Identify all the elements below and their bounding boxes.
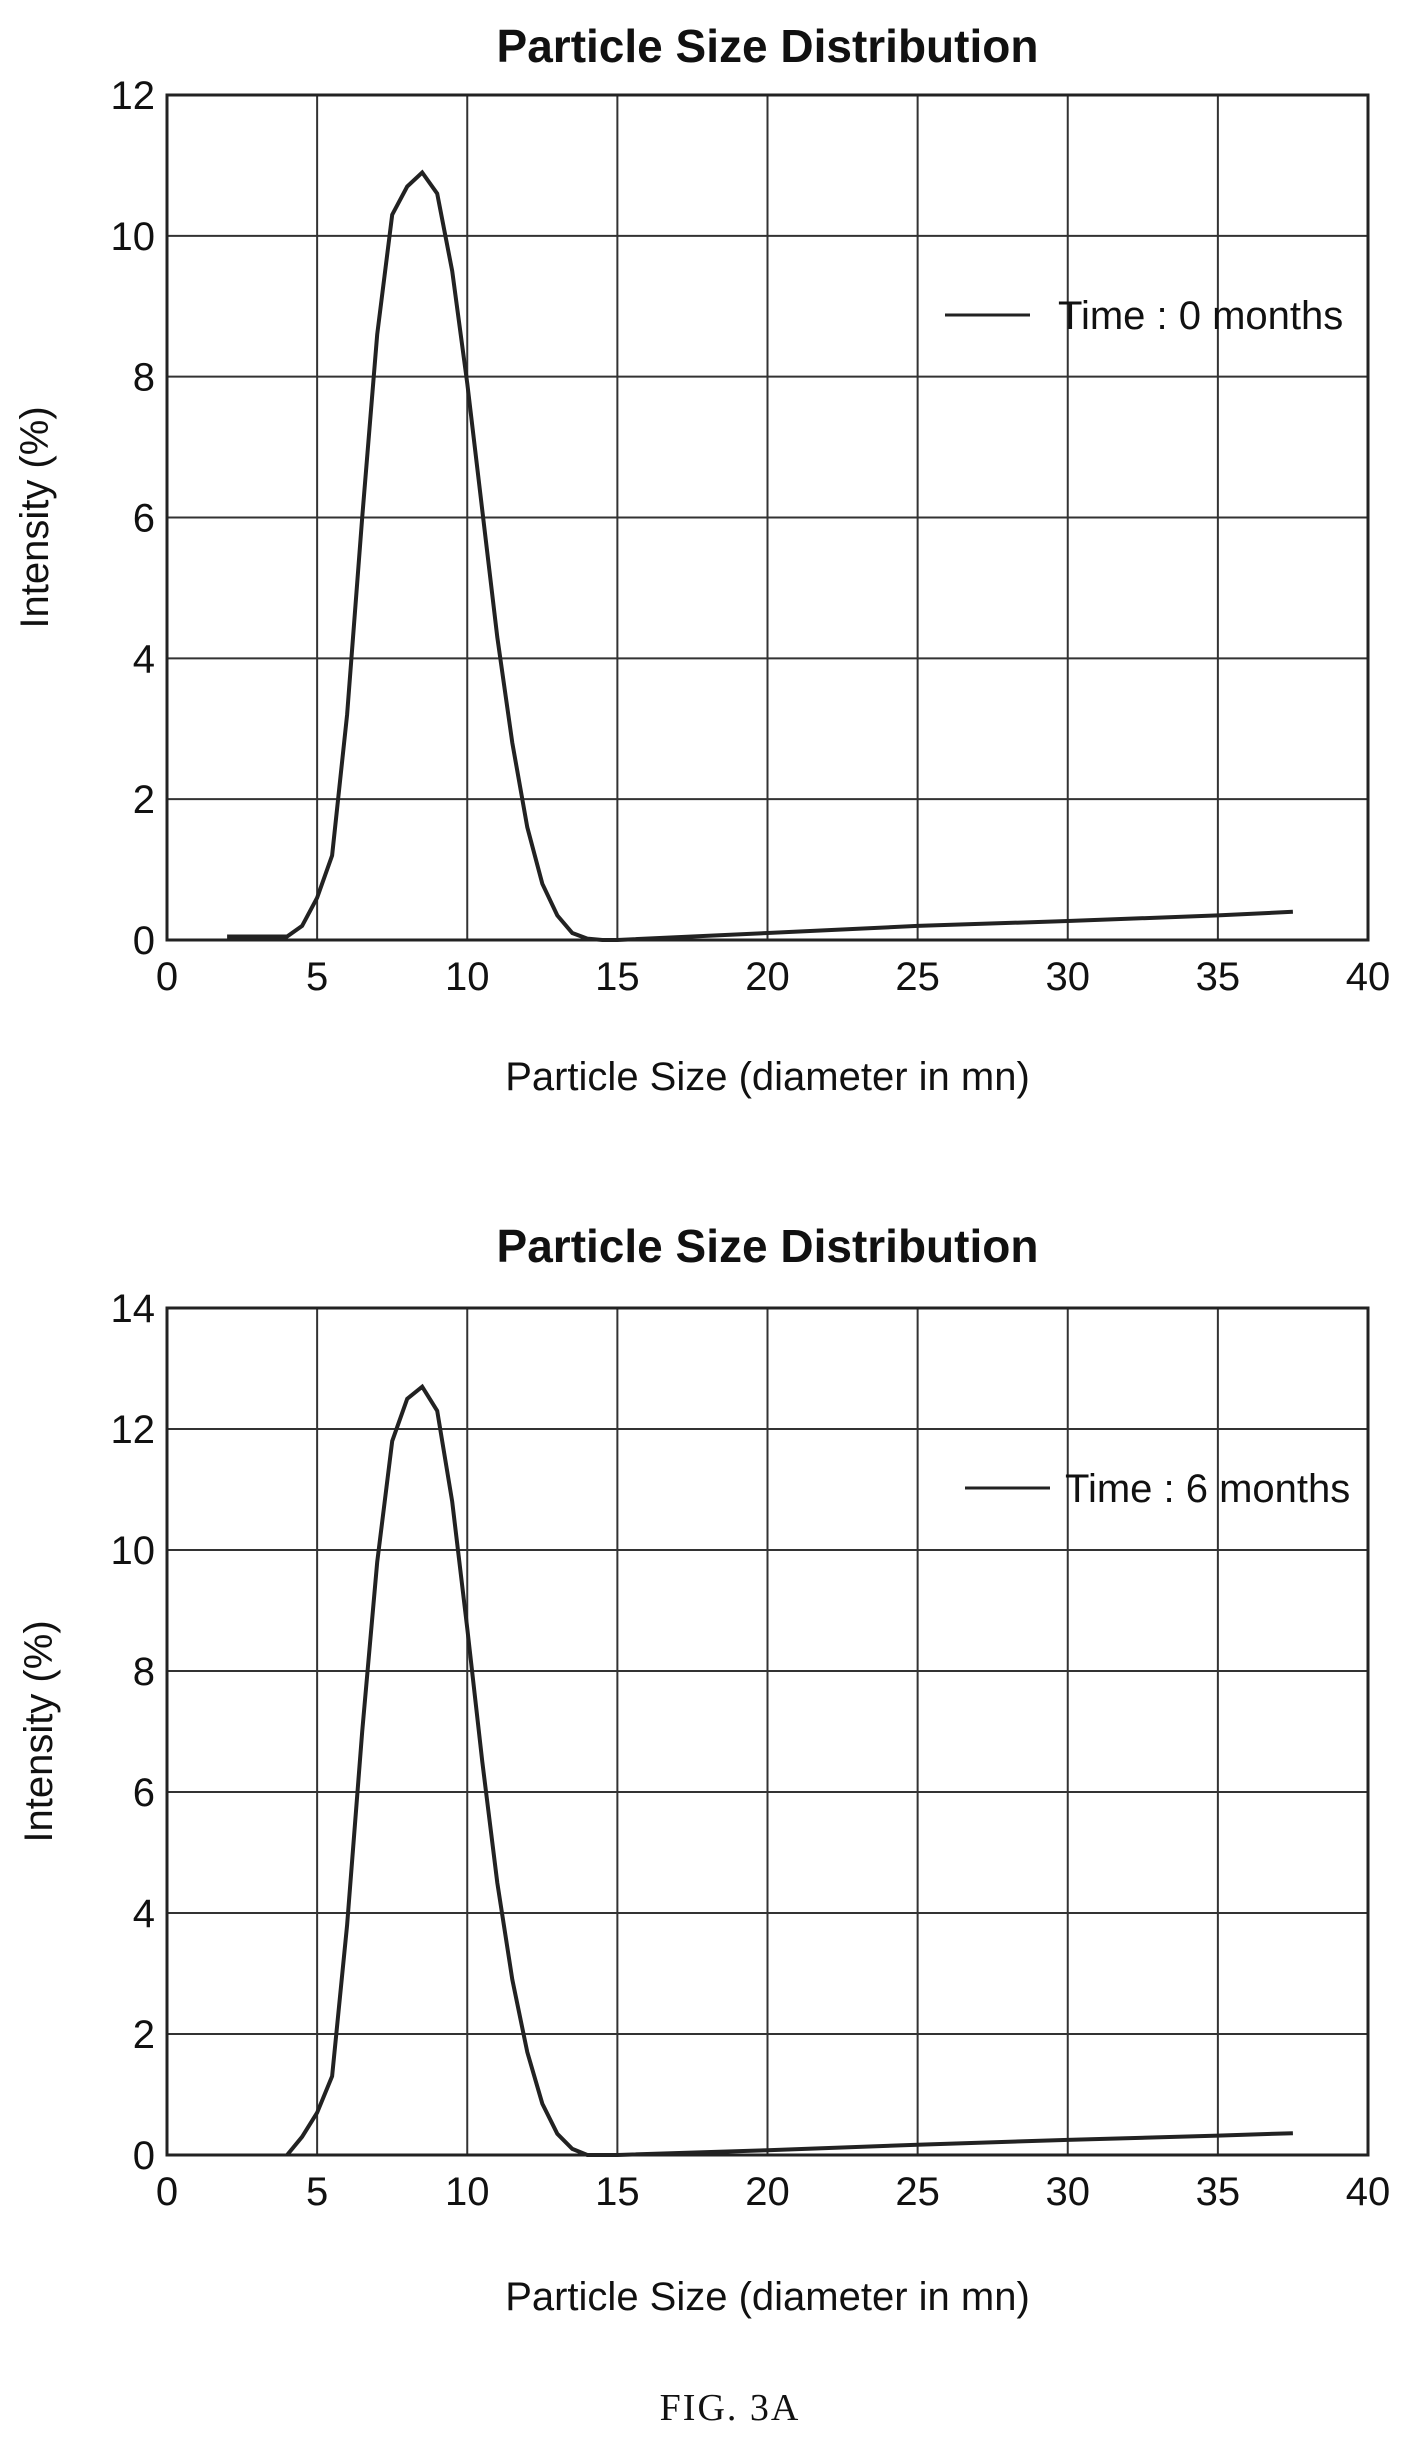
x-tick-label: 40 [1346, 955, 1391, 999]
series-line-time-6-months [285, 1383, 1293, 2157]
plot-frame [165, 93, 1370, 942]
legend: Time : 6 months [965, 1467, 1350, 1511]
y-tick-label: 8 [133, 356, 155, 400]
x-tick-label: 10 [445, 955, 490, 999]
y-axis-label: Intensity (%) [13, 406, 57, 628]
x-tick-label: 10 [445, 2170, 490, 2214]
x-tick-label: 35 [1196, 955, 1241, 999]
y-tick-label: 6 [133, 1771, 155, 1815]
series-line-time-0-months [227, 169, 1293, 942]
x-tick-label: 40 [1346, 2170, 1391, 2214]
figure-caption: FIG. 3A [660, 2387, 801, 2429]
x-axis-ticks: 0 5 10 15 20 25 30 35 40 [156, 955, 1390, 999]
x-tick-label: 35 [1196, 2170, 1241, 2214]
x-tick-label: 20 [745, 955, 790, 999]
y-tick-label: 14 [111, 1287, 156, 1331]
y-tick-label: 10 [111, 1529, 156, 1573]
y-tick-label: 4 [133, 1892, 155, 1936]
y-tick-label: 6 [133, 497, 155, 541]
grid-lines [167, 1308, 1368, 2155]
y-axis-label: Intensity (%) [17, 1620, 61, 1842]
x-tick-label: 30 [1046, 2170, 1091, 2214]
y-tick-label: 12 [111, 74, 156, 118]
x-tick-label: 0 [156, 2170, 178, 2214]
y-tick-label: 12 [111, 1408, 156, 1452]
plot-frame [165, 1306, 1370, 2157]
y-axis-ticks: 0 2 4 6 8 10 12 [111, 74, 156, 963]
x-tick-label: 5 [306, 2170, 328, 2214]
x-tick-label: 5 [306, 955, 328, 999]
y-tick-label: 2 [133, 778, 155, 822]
y-tick-label: 10 [111, 215, 156, 259]
chart-title: Particle Size Distribution [497, 1220, 1039, 1272]
chart-time-6-months: Particle Size Distribution 0 5 10 15 20 25 30 3… [17, 1220, 1390, 2319]
x-tick-label: 30 [1046, 955, 1091, 999]
y-tick-label: 4 [133, 637, 155, 681]
chart-time-0-months: Particle Size Distribution 0 5 10 15 20 25 30 3… [13, 20, 1390, 1099]
x-tick-label: 25 [895, 955, 940, 999]
y-tick-label: 0 [133, 919, 155, 963]
y-axis-ticks: 0 2 4 6 8 10 12 14 [111, 1287, 156, 2178]
legend: Time : 0 months [945, 294, 1343, 338]
x-axis-label: Particle Size (diameter in mn) [505, 2275, 1030, 2319]
x-tick-label: 0 [156, 955, 178, 999]
x-tick-label: 15 [595, 2170, 640, 2214]
legend-label: Time : 6 months [1065, 1467, 1350, 1511]
x-tick-label: 25 [895, 2170, 940, 2214]
x-axis-label: Particle Size (diameter in mn) [505, 1055, 1030, 1099]
x-tick-label: 15 [595, 955, 640, 999]
x-axis-ticks: 0 5 10 15 20 25 30 35 40 [156, 2170, 1390, 2214]
y-tick-label: 2 [133, 2013, 155, 2057]
y-tick-label: 8 [133, 1650, 155, 1694]
y-tick-label: 0 [133, 2134, 155, 2178]
grid-lines [167, 95, 1368, 940]
x-tick-label: 20 [745, 2170, 790, 2214]
chart-title: Particle Size Distribution [497, 20, 1039, 72]
legend-label: Time : 0 months [1058, 294, 1343, 338]
